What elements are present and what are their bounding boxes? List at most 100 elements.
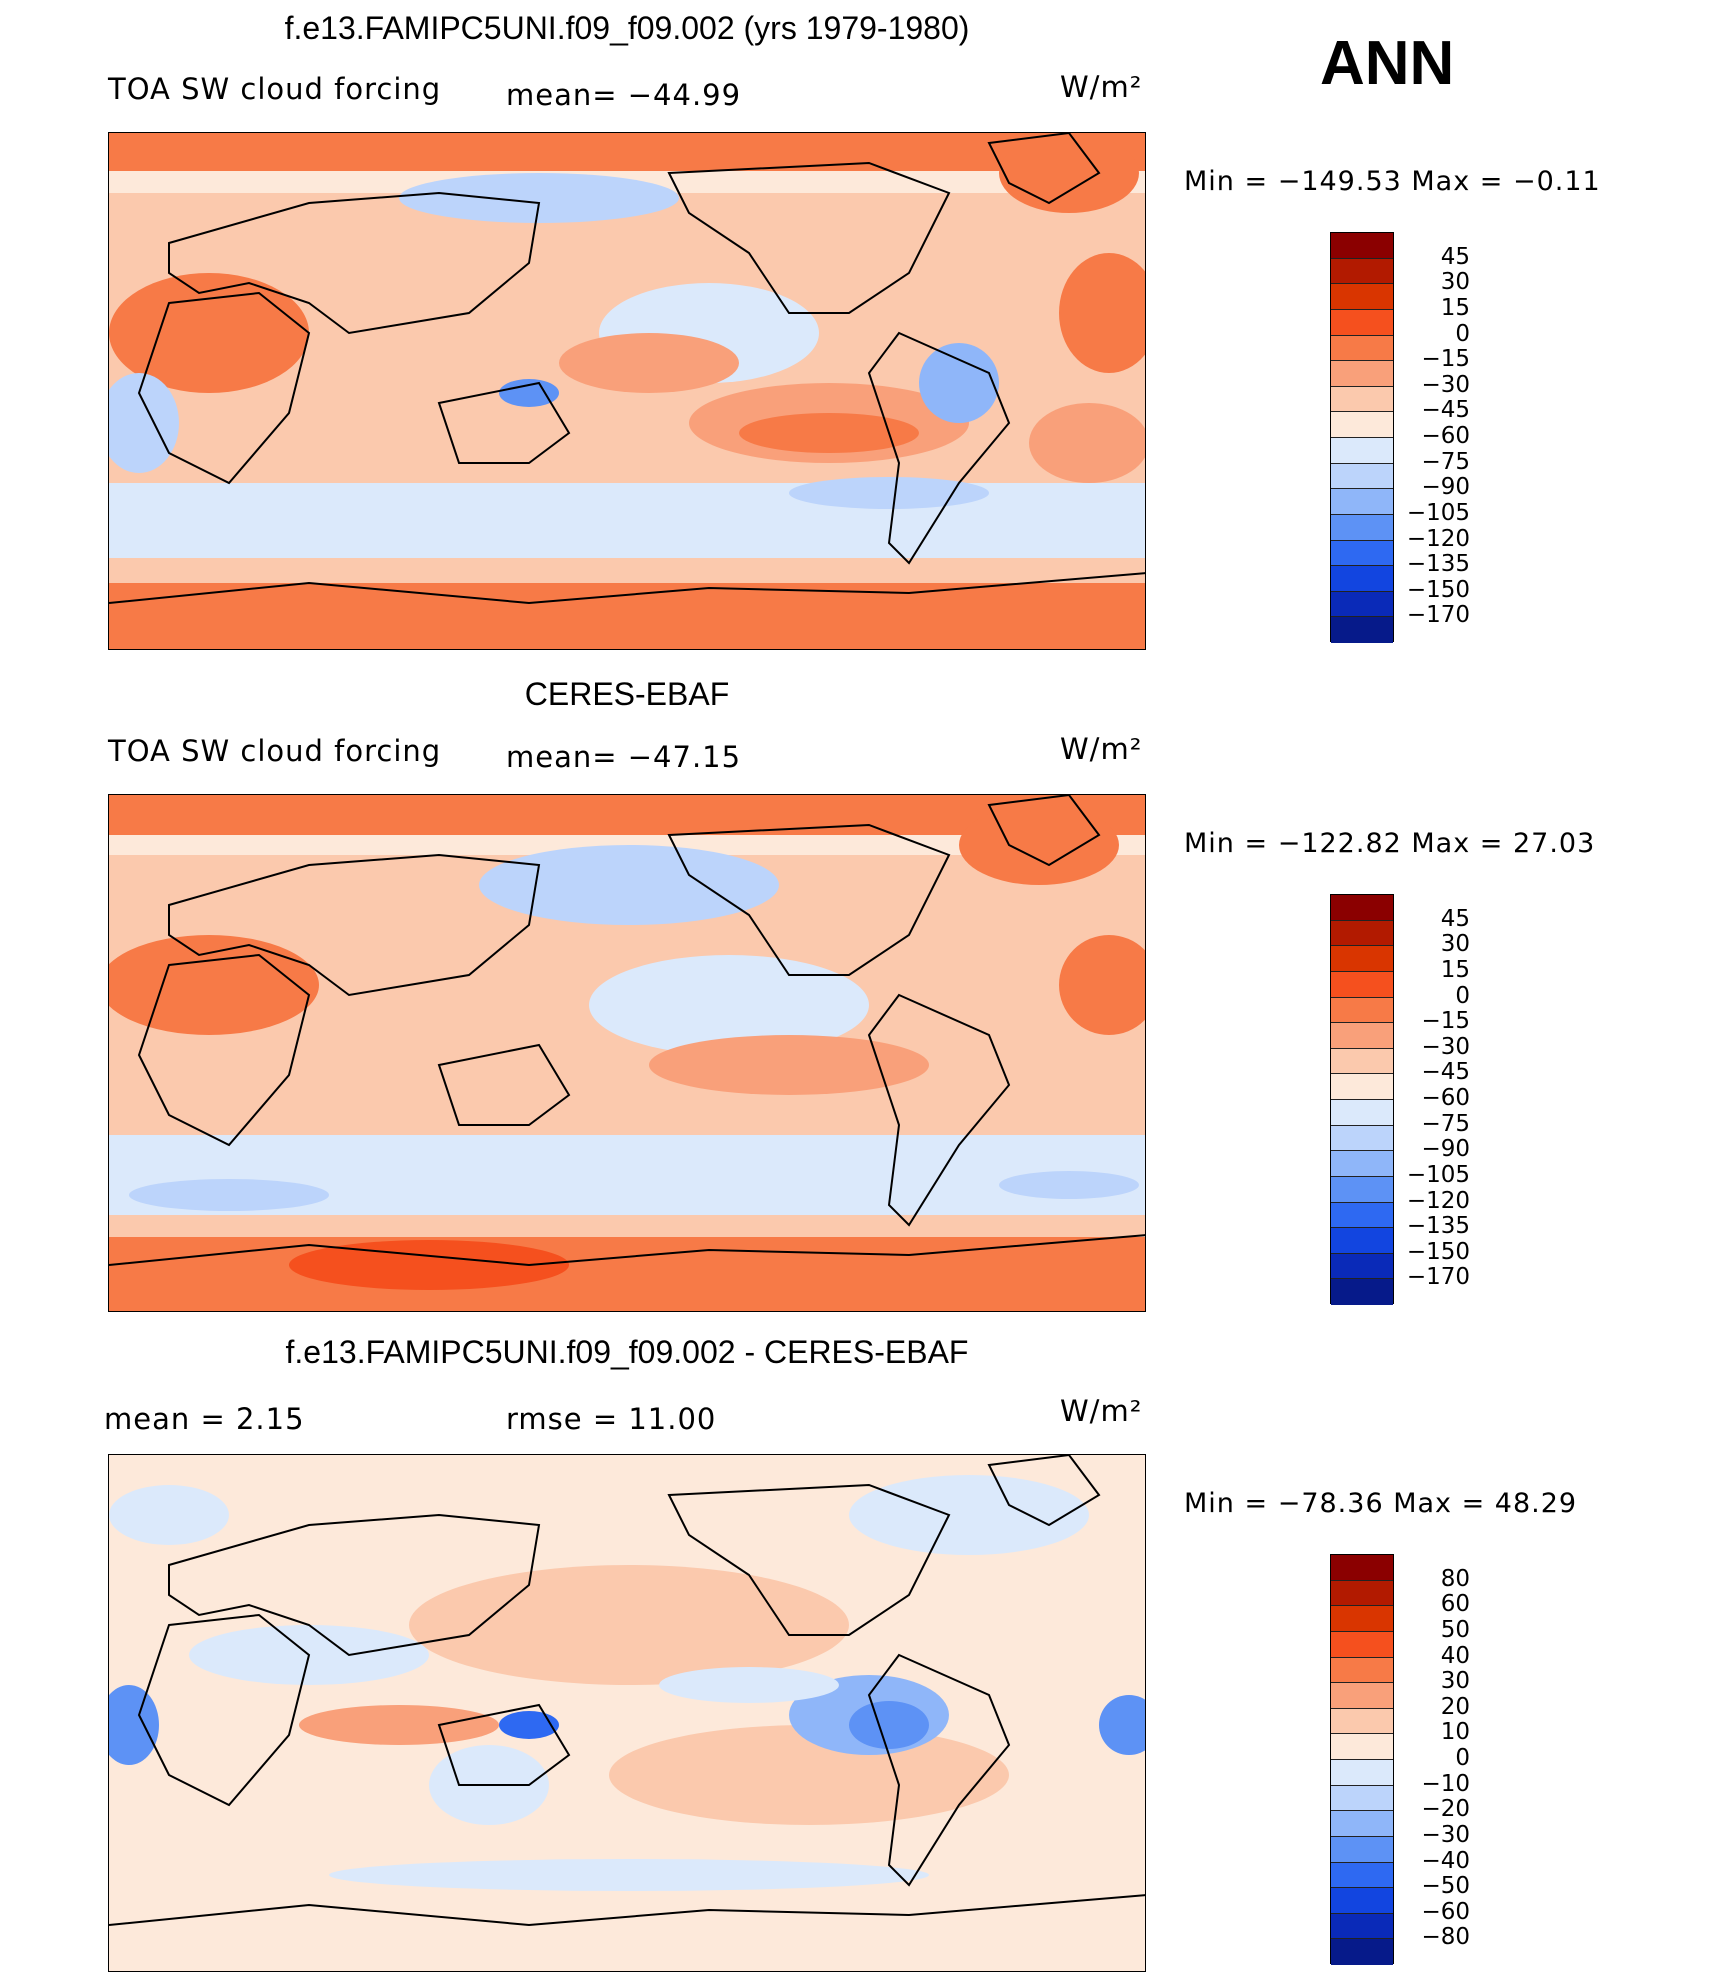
colorbar-tick-label: 20 [1440,1693,1470,1720]
colorbar-tick-label: −15 [1421,346,1470,373]
panel3-rmse-label: rmse = 11.00 [506,1402,717,1436]
panel2-map [108,794,1146,1312]
colorbar-swatch [1331,1606,1393,1632]
colorbar-swatch [1331,1125,1393,1152]
colorbar-tick-label: −60 [1421,423,1470,449]
colorbar-swatch [1331,412,1393,438]
colorbar-tick-label: 0 [1455,320,1470,347]
colorbar-swatch [1331,309,1393,336]
colorbar-tick-label: −90 [1421,1136,1470,1163]
colorbar-tick-label: −30 [1421,1821,1470,1848]
panel3-map [108,1454,1146,1972]
season-label: ANN [1320,29,1455,98]
colorbar-swatch [1331,361,1393,387]
colorbar-swatch [1331,233,1393,259]
colorbar-swatch [1331,1023,1393,1049]
colorbar-tick-label: 15 [1440,294,1470,321]
panel1-mean-label: mean= −44.99 [506,78,742,112]
colorbar-swatch [1331,1074,1393,1100]
panel3-title: f.e13.FAMIPC5UNI.f09_f09.002 - CERES-EBA… [285,1334,969,1370]
colorbar-tick-label: −170 [1406,602,1470,629]
panel2-min-max: Min = −122.82 Max = 27.03 [1184,828,1596,859]
colorbar-swatch [1331,514,1393,541]
panel3-min-max: Min = −78.36 Max = 48.29 [1184,1488,1578,1519]
colorbar-tick-label: 30 [1440,931,1470,958]
colorbar-tick-label: −45 [1421,397,1470,424]
colorbar-swatch [1331,591,1393,618]
colorbar-tick-label: −40 [1421,1847,1470,1874]
panel2-colorbar-labels: 45 30 15 0 −15 −30 −45 −60 −75 −90 −105 −120 −135 −15… [1400,894,1490,1304]
colorbar-swatch [1331,1939,1393,1965]
colorbar-swatch [1331,1785,1393,1812]
colorbar-swatch [1331,617,1393,643]
colorbar-swatch [1331,920,1393,947]
colorbar-swatch [1331,386,1393,413]
panel1-min-max: Min = −149.53 Max = −0.11 [1184,166,1601,197]
colorbar-tick-label: −105 [1406,499,1470,526]
colorbar-swatch [1331,1176,1393,1203]
colorbar-swatch [1331,1228,1393,1254]
panel2-units-label: W/m² [1060,732,1143,766]
colorbar-tick-label: 45 [1440,243,1470,270]
colorbar-swatch [1331,1734,1393,1760]
colorbar-swatch [1331,284,1393,310]
colorbar-swatch [1331,463,1393,490]
colorbar-tick-label: −45 [1421,1059,1470,1086]
colorbar-swatch [1331,1048,1393,1075]
panel3-colorbar-labels: 80 60 50 40 30 20 10 0 −10 −20 −30 −40 −50 −60 −80 [1400,1554,1490,1964]
colorbar-swatch [1331,1100,1393,1126]
panel3-mean-label: mean = 2.15 [104,1402,305,1436]
colorbar-tick-label: −90 [1421,474,1470,501]
colorbar-tick-label: −120 [1406,525,1470,552]
colorbar-tick-label: 0 [1455,982,1470,1009]
colorbar-tick-label: 40 [1440,1642,1470,1669]
colorbar-swatch [1331,1631,1393,1658]
colorbar-tick-label: −170 [1406,1264,1470,1291]
colorbar-tick-label: −60 [1421,1085,1470,1111]
colorbar-tick-label: 60 [1440,1591,1470,1618]
colorbar-tick-label: 30 [1440,1668,1470,1695]
panel1-title: f.e13.FAMIPC5UNI.f09_f09.002 (yrs 1979-1… [284,10,970,46]
colorbar-swatch [1331,1811,1393,1837]
panel2-variable-label: TOA SW cloud forcing [108,734,442,768]
colorbar-tick-label: −105 [1406,1161,1470,1188]
colorbar-swatch [1331,1202,1393,1229]
colorbar-tick-label: −30 [1421,371,1470,398]
colorbar-tick-label: −135 [1406,551,1470,578]
panel3-colorbar [1330,1554,1394,1965]
colorbar-tick-label: 45 [1440,905,1470,932]
colorbar-tick-label: 30 [1440,269,1470,296]
colorbar-swatch [1331,971,1393,998]
colorbar-swatch [1331,1708,1393,1735]
panel2-colorbar [1330,894,1394,1305]
colorbar-tick-label: −60 [1421,1898,1470,1925]
panel1-units-label: W/m² [1060,70,1143,104]
panel2-title: CERES-EBAF [524,676,730,712]
colorbar-swatch [1331,438,1393,464]
colorbar-tick-label: −75 [1421,1110,1470,1137]
panel1-map [108,132,1146,650]
panel2-mean-label: mean= −47.15 [506,740,742,774]
colorbar-tick-label: 0 [1455,1745,1470,1771]
colorbar-tick-label: −75 [1421,448,1470,475]
colorbar-swatch [1331,335,1393,362]
colorbar-tick-label: 50 [1440,1616,1470,1643]
colorbar-tick-label: −150 [1406,576,1470,603]
colorbar-swatch [1331,895,1393,921]
colorbar-swatch [1331,566,1393,592]
colorbar-swatch [1331,1913,1393,1940]
colorbar-swatch [1331,258,1393,285]
colorbar-swatch [1331,1151,1393,1177]
colorbar-tick-label: −80 [1421,1924,1470,1951]
colorbar-tick-label: −135 [1406,1213,1470,1240]
colorbar-swatch [1331,1836,1393,1863]
colorbar-tick-label: 15 [1440,956,1470,983]
panel1-colorbar-labels: 45 30 15 0 −15 −30 −45 −60 −75 −90 −105 −120 −135 −15… [1400,232,1490,642]
colorbar-swatch [1331,1253,1393,1280]
colorbar-tick-label: −50 [1421,1873,1470,1900]
colorbar-tick-label: −15 [1421,1008,1470,1035]
colorbar-tick-label: 80 [1440,1565,1470,1592]
colorbar-swatch [1331,1657,1393,1684]
colorbar-swatch [1331,1760,1393,1786]
colorbar-swatch [1331,1279,1393,1305]
